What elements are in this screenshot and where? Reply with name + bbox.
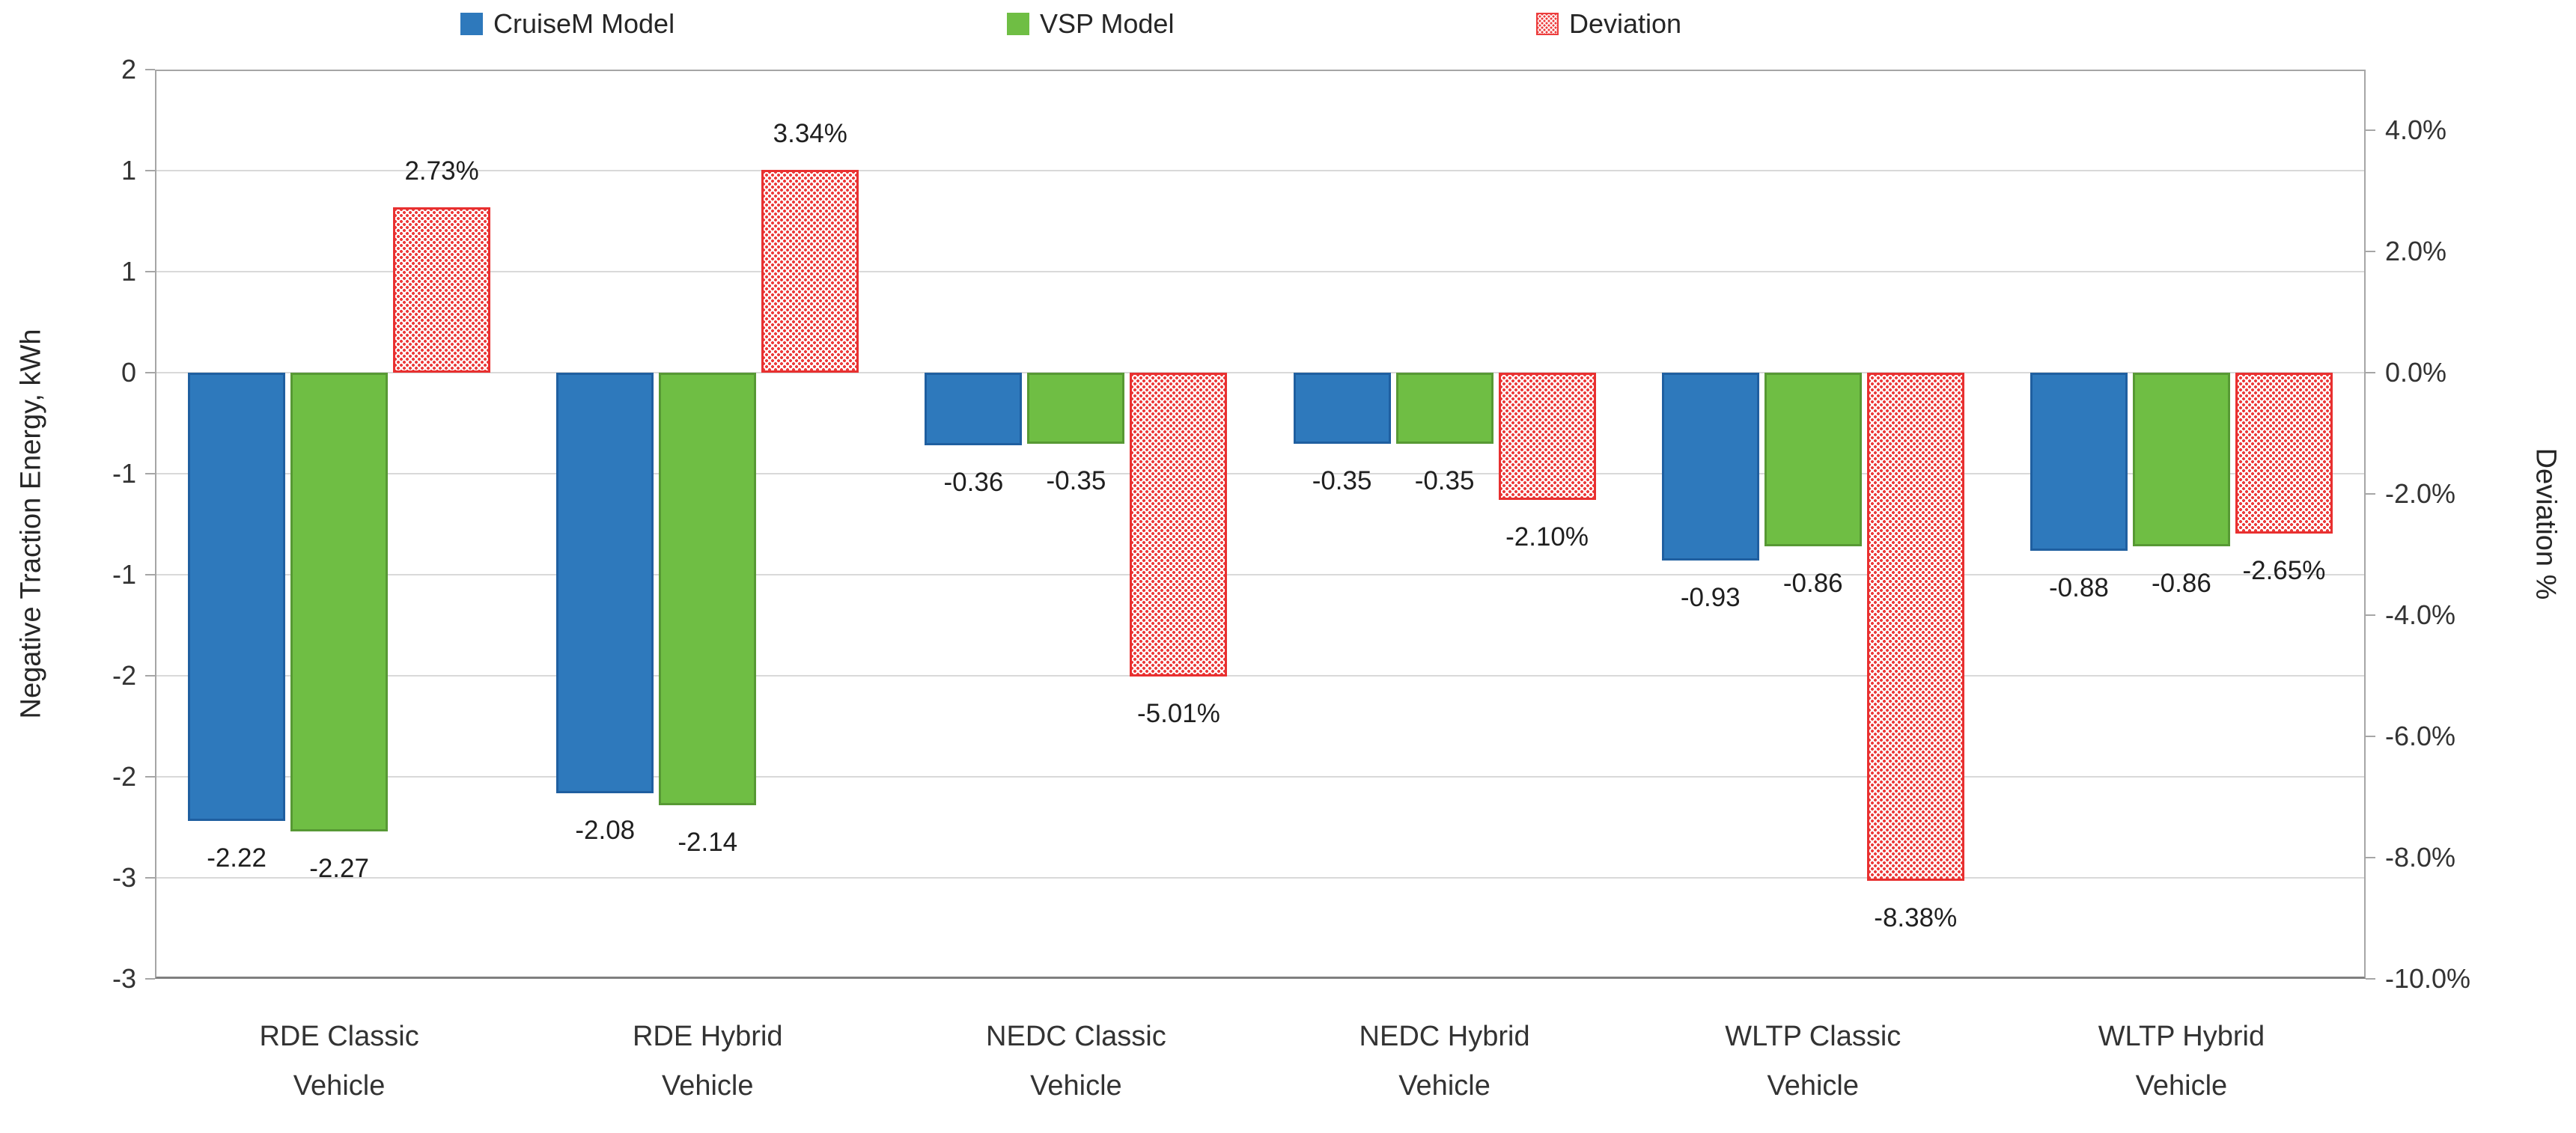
vsp-model-data-label: -2.14 [678,828,738,857]
left-axis-tick-label: 1 [121,256,136,287]
vsp-model-data-label: -2.27 [309,854,369,883]
deviation-data-label: 2.73% [404,156,479,186]
right-axis-tick-label: 4.0% [2385,114,2447,145]
left-axis-tickmark [145,372,155,373]
legend: CruiseM Model VSP Model Deviation [0,6,2576,48]
cruisem-model-data-label: -0.36 [943,468,1004,497]
right-axis-tickmark [2366,736,2375,737]
left-axis-tickmark [145,271,155,272]
left-axis-tick-label: 2 [121,54,136,85]
right-axis-tick-label: 2.0% [2385,236,2447,266]
deviation-bar [1130,373,1228,677]
right-axis-tickmark [2366,372,2375,373]
cruisem-model-data-label: -2.22 [207,843,267,873]
category-label: WLTP Hybrid Vehicle [2098,1021,2265,1102]
vsp-model-bar [659,373,757,805]
deviation-data-label: 3.34% [773,119,847,148]
legend-label: VSP Model [1040,8,1175,39]
gridline [155,170,2366,171]
left-axis-tickmark [145,69,155,70]
cruisem-model-bar [2030,373,2128,551]
legend-item-deviation: Deviation [1536,6,1681,42]
left-axis-tick-label: -2 [112,660,136,691]
category-label: NEDC Classic Vehicle [986,1021,1166,1102]
deviation-data-label: -2.65% [2242,556,2326,585]
right-axis-tick-label: -4.0% [2385,599,2456,630]
left-axis-tickmark [145,877,155,879]
right-axis-tickmark [2366,129,2375,131]
right-axis-tickmark [2366,978,2375,980]
right-axis-tick-label: -6.0% [2385,721,2456,751]
deviation-data-label: -2.10% [1505,522,1589,552]
left-axis-tickmark [145,978,155,980]
deviation-bar [393,207,491,373]
right-axis-title: Deviation % [2530,448,2562,600]
left-axis-tickmark [145,776,155,778]
left-axis-tick-label: -2 [112,761,136,792]
cruisem-model-bar [1661,373,1759,561]
left-axis-tick-label: -3 [112,862,136,893]
cruisem-model-data-label: -0.88 [2049,573,2109,602]
cruisem-model-bar [556,373,654,793]
cruisem-model-data-label: -0.35 [1312,466,1372,495]
vsp-model-data-label: -0.86 [2152,569,2211,598]
right-axis-tickmark [2366,614,2375,616]
left-axis-tick-label: -3 [112,963,136,994]
category-label: NEDC Hybrid Vehicle [1359,1021,1530,1102]
gridline [155,776,2366,778]
vsp-model-bar [2132,373,2230,546]
vsp-model-data-label: -0.35 [1414,466,1475,495]
legend-label: Deviation [1569,8,1682,39]
vsp-model-bar [1395,373,1493,444]
deviation-data-label: -8.38% [1874,903,1958,932]
left-axis-tickmark [145,574,155,575]
deviation-bar [1866,373,1964,881]
right-axis-tick-label: -2.0% [2385,478,2456,509]
deviation-data-label: -5.01% [1136,699,1220,728]
cruisem-model-bar [925,373,1023,445]
right-axis-tickmark [2366,251,2375,252]
deviation-bar [761,170,859,373]
left-axis-tick-label: 0 [121,357,136,388]
gridline [155,271,2366,272]
left-axis-tickmark [145,675,155,677]
right-axis-tick-label: 0.0% [2385,357,2447,388]
category-label: RDE Classic Vehicle [259,1021,419,1102]
legend-label: CruiseM Model [493,8,675,39]
deviation-bar [1498,373,1596,500]
cruisem-model-bar [188,373,286,821]
vsp-model-bar [1764,373,1862,546]
category-label: WLTP Classic Vehicle [1725,1021,1901,1102]
right-axis-tickmark [2366,857,2375,858]
vsp-model-data-label: -0.35 [1046,466,1106,495]
right-axis-tickmark [2366,493,2375,495]
category-label: RDE Hybrid Vehicle [632,1021,783,1102]
legend-item-vsp-model: VSP Model [1007,6,1174,42]
legend-swatch-icon [460,13,483,35]
vsp-model-data-label: -0.86 [1782,569,1843,598]
vsp-model-bar [1027,373,1125,444]
left-axis-tick-label: 1 [121,155,136,186]
legend-swatch-icon [1007,13,1029,35]
left-axis-tick-label: -1 [112,458,136,489]
gridline [155,877,2366,879]
legend-item-cruisem-model: CruiseM Model [460,6,675,42]
left-axis-tickmark [145,473,155,474]
cruisem-model-data-label: -0.93 [1680,583,1741,612]
legend-swatch-icon [1536,13,1559,35]
gridline [155,675,2366,677]
deviation-bar [2235,373,2333,534]
gridline [155,473,2366,474]
vsp-model-bar [290,373,389,831]
left-axis-tick-label: -1 [112,559,136,590]
cruisem-model-bar [1293,373,1391,444]
cruisem-model-data-label: -2.08 [575,816,636,845]
gridline [155,574,2366,575]
right-axis-tick-label: -8.0% [2385,842,2456,873]
gridline [155,372,2366,373]
right-axis-tick-label: -10.0% [2385,963,2471,994]
left-axis-tickmark [145,170,155,171]
